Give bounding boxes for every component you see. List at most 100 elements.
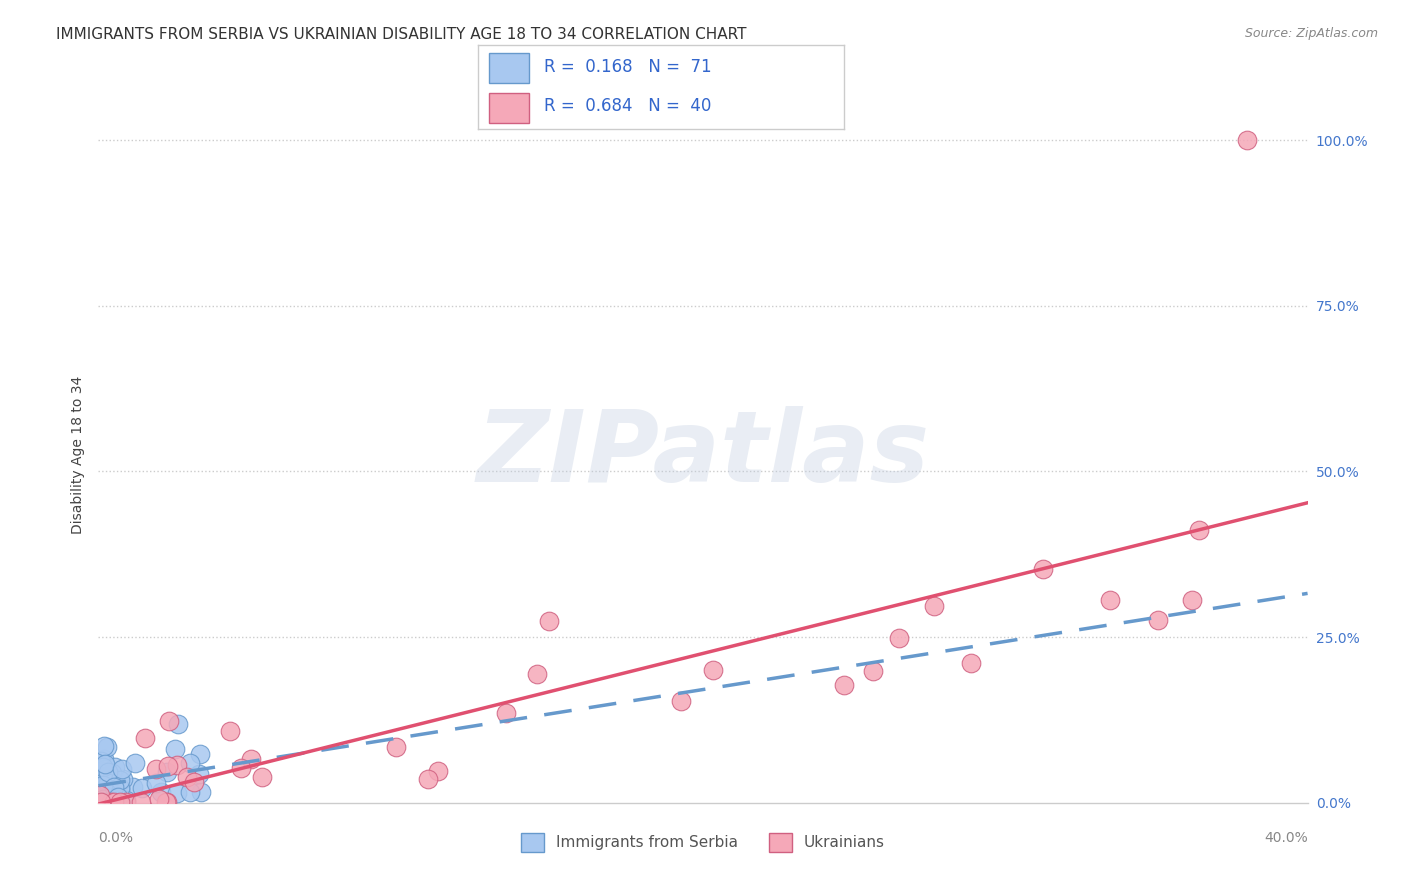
Point <box>103 780 125 794</box>
Point <box>155 795 177 809</box>
Point <box>94 770 117 784</box>
Point <box>93 739 115 753</box>
Point <box>1188 523 1211 537</box>
Point <box>97 784 120 798</box>
Point <box>94 789 117 803</box>
Point <box>96 739 118 754</box>
Point <box>103 783 125 797</box>
Point <box>100 795 122 809</box>
Point <box>111 772 134 786</box>
Point <box>960 657 983 671</box>
Point <box>188 766 211 780</box>
Point <box>240 752 263 766</box>
Point <box>101 788 124 802</box>
Point <box>89 793 111 807</box>
Point <box>183 774 205 789</box>
Point <box>416 772 439 786</box>
Point <box>166 786 188 800</box>
Point <box>87 764 110 778</box>
Point <box>103 795 125 809</box>
Point <box>90 796 112 810</box>
Point <box>166 757 188 772</box>
Point <box>150 785 173 799</box>
Point <box>122 780 145 794</box>
Point <box>179 785 201 799</box>
Point <box>91 784 114 798</box>
Point <box>90 754 112 768</box>
Point <box>385 740 408 755</box>
Point <box>89 787 111 801</box>
Point <box>91 780 114 794</box>
Point <box>148 792 170 806</box>
Point <box>111 763 134 777</box>
Point <box>526 666 548 681</box>
Point <box>157 714 180 728</box>
Point <box>93 762 115 776</box>
Point <box>179 756 201 771</box>
Point <box>114 793 136 807</box>
Point <box>91 770 114 784</box>
Point <box>155 795 177 809</box>
Point <box>91 760 114 774</box>
Text: ZIPatlas: ZIPatlas <box>477 407 929 503</box>
Point <box>94 792 117 806</box>
Point <box>145 775 167 789</box>
Point <box>94 756 117 771</box>
Point <box>108 781 131 796</box>
Point <box>669 693 692 707</box>
Point <box>100 789 122 804</box>
Point <box>176 770 198 784</box>
Point <box>1098 593 1121 607</box>
Point <box>93 752 115 766</box>
Point <box>87 764 110 778</box>
Point <box>190 784 212 798</box>
Text: Source: ZipAtlas.com: Source: ZipAtlas.com <box>1244 27 1378 40</box>
Point <box>108 772 131 787</box>
Point <box>108 795 131 809</box>
FancyBboxPatch shape <box>489 54 529 83</box>
Point <box>90 789 112 803</box>
Point <box>1146 613 1168 627</box>
Point <box>110 781 132 796</box>
Point <box>94 784 117 798</box>
Point <box>887 631 910 645</box>
Point <box>231 761 253 775</box>
Point <box>1236 133 1258 147</box>
Legend: Immigrants from Serbia, Ukrainians: Immigrants from Serbia, Ukrainians <box>515 827 891 858</box>
Point <box>495 706 517 720</box>
Point <box>89 764 111 778</box>
Point <box>702 663 724 677</box>
Point <box>90 783 112 797</box>
Point <box>98 792 121 806</box>
Point <box>89 788 111 802</box>
Point <box>131 780 153 795</box>
Point <box>922 599 945 614</box>
Point <box>93 787 115 801</box>
Point <box>145 762 167 776</box>
Point <box>90 795 112 809</box>
Point <box>156 765 179 780</box>
Point <box>91 795 114 809</box>
Point <box>1181 592 1204 607</box>
Text: R =  0.684   N =  40: R = 0.684 N = 40 <box>544 97 711 115</box>
Point <box>91 790 114 805</box>
Text: IMMIGRANTS FROM SERBIA VS UKRAINIAN DISABILITY AGE 18 TO 34 CORRELATION CHART: IMMIGRANTS FROM SERBIA VS UKRAINIAN DISA… <box>56 27 747 42</box>
Point <box>165 742 187 756</box>
Point <box>129 795 152 809</box>
Point <box>104 760 127 774</box>
Point <box>157 759 180 773</box>
Text: 0.0%: 0.0% <box>98 830 134 845</box>
Point <box>93 794 115 808</box>
Point <box>100 791 122 805</box>
Point <box>89 793 111 807</box>
Point <box>188 747 211 761</box>
Point <box>91 765 114 780</box>
Point <box>124 756 146 770</box>
Point <box>537 614 560 628</box>
Point <box>97 776 120 790</box>
Y-axis label: Disability Age 18 to 34: Disability Age 18 to 34 <box>70 376 84 534</box>
Point <box>167 716 190 731</box>
Point <box>114 795 136 809</box>
Point <box>93 791 115 805</box>
Point <box>218 723 240 738</box>
